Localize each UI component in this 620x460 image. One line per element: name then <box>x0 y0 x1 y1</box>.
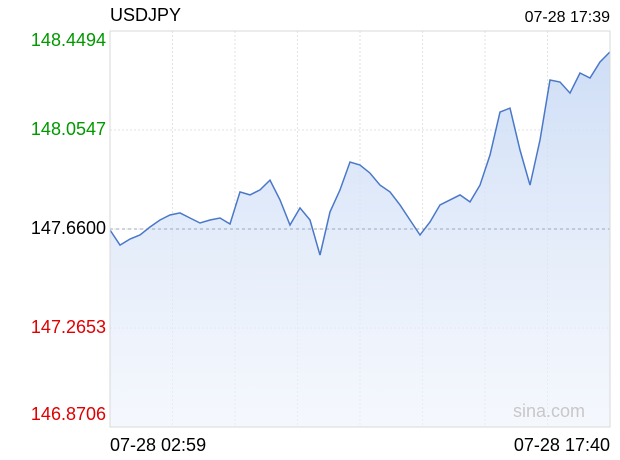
plot-border <box>109 30 611 428</box>
watermark: sina.com <box>513 401 585 421</box>
y-tick-label: 147.2653 <box>31 317 106 337</box>
chart-title: USDJPY <box>110 5 181 25</box>
price-line <box>109 51 611 256</box>
area <box>110 51 610 428</box>
y-tick-label: 148.0547 <box>31 119 106 139</box>
y-tick-label: 146.8706 <box>31 404 106 424</box>
y-tick-label: 148.4494 <box>31 30 106 50</box>
x-tick-label: 07-28 02:59 <box>110 435 206 455</box>
y-tick-label: 147.6600 <box>31 218 106 238</box>
timestamp: 07-28 17:39 <box>525 9 611 26</box>
x-tick-label: 07-28 17:40 <box>514 435 610 455</box>
